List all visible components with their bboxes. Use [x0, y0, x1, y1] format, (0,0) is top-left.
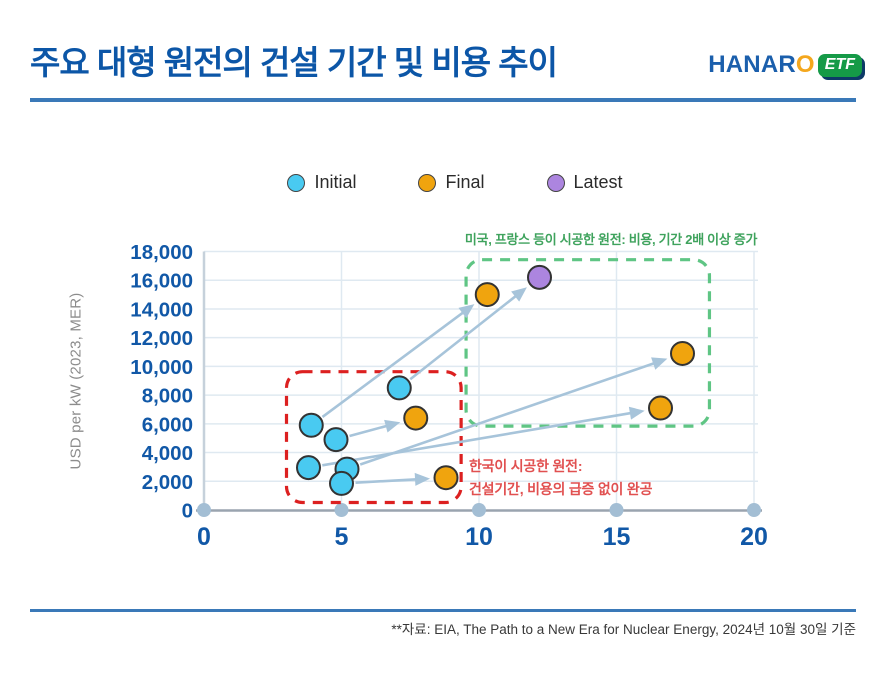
hanaro-etf-logo: HANARO ETF — [708, 51, 862, 79]
trend-arrow — [349, 423, 391, 438]
axis-tick-dot — [747, 503, 761, 517]
point-final — [670, 340, 695, 366]
trend-arrow — [355, 477, 420, 484]
point-final — [474, 282, 500, 308]
legend-item-latest: Latest — [546, 172, 623, 193]
overseas-annotation: 미국, 프랑스 등이 시공한 원전: 비용, 기간 2배 이상 증가 — [464, 232, 758, 247]
legend-item-initial: Initial — [287, 172, 356, 193]
x-tick-label: 20 — [740, 523, 768, 551]
korea-annotation: 한국이 시공한 원전: 건설기간, 비용의 급증 없이 완공 — [469, 455, 652, 501]
trend-arrow — [359, 361, 658, 466]
korea-box-outline — [284, 370, 463, 505]
source-note: **자료: EIA, The Path to a New Era for Nuc… — [391, 622, 856, 637]
y-tick-label: 8,000 — [142, 385, 193, 408]
logo-brand-text: HANARO — [708, 51, 815, 79]
point-initial — [298, 412, 324, 438]
y-tick-label: 12,000 — [130, 327, 193, 350]
axis-tick-dot — [334, 503, 349, 517]
legend-swatch-initial — [287, 173, 306, 192]
logo-brand-o: O — [795, 51, 815, 78]
legend-swatch-latest — [546, 173, 565, 192]
y-tick-label: 4,000 — [142, 442, 193, 465]
trend-arrow-head — [511, 287, 527, 302]
point-initial — [329, 470, 354, 496]
axis-tick-dot — [609, 503, 624, 517]
axis-tick-dot — [197, 503, 211, 517]
y-tick-label: 6,000 — [142, 413, 193, 436]
point-initial — [323, 427, 349, 453]
x-tick-label: 15 — [603, 523, 631, 551]
x-tick-label: 10 — [465, 523, 493, 551]
legend-label-latest: Latest — [573, 172, 623, 192]
point-initial — [386, 375, 412, 401]
korea-annotation-line1: 한국이 시공한 원전: — [469, 458, 583, 474]
y-tick-label: 14,000 — [130, 298, 193, 321]
y-tick-label: 0 — [182, 500, 193, 523]
legend-label-initial: Initial — [314, 172, 357, 192]
legend-item-final: Final — [418, 172, 485, 193]
trend-arrow — [409, 293, 520, 381]
header-divider — [30, 98, 856, 102]
overseas-box-outline — [464, 258, 712, 428]
legend-label-final: Final — [445, 172, 485, 192]
korea-annotation-line2: 건설기간, 비용의 급증 없이 완공 — [469, 481, 653, 497]
logo-brand-prefix: HANAR — [708, 51, 796, 78]
axis-tick-dot — [472, 503, 486, 517]
footer-divider — [30, 609, 856, 612]
trend-arrow-head — [458, 304, 475, 319]
point-final — [648, 395, 673, 421]
trend-arrow — [322, 411, 635, 467]
legend-swatch-final — [418, 173, 437, 192]
point-latest — [527, 264, 552, 290]
x-tick-label: 5 — [335, 523, 349, 551]
trend-arrow — [321, 309, 467, 418]
y-tick-label: 10,000 — [130, 356, 193, 379]
chart-legend: Initial Final Latest — [12, 172, 886, 193]
trend-arrow-head — [414, 472, 431, 486]
trend-arrow-head — [651, 357, 668, 370]
point-final — [433, 465, 459, 491]
y-tick-label: 16,000 — [130, 270, 193, 293]
trend-arrow-head — [628, 406, 645, 420]
page-title: 주요 대형 원전의 건설 기간 및 비용 추이 — [30, 44, 558, 81]
x-tick-label: 0 — [197, 523, 211, 551]
y-tick-label: 18,000 — [130, 241, 193, 264]
point-final — [403, 405, 429, 431]
y-tick-label: 2,000 — [142, 471, 193, 494]
etf-badge: ETF — [817, 53, 862, 77]
trend-arrow-head — [384, 419, 401, 433]
point-initial — [296, 455, 321, 481]
